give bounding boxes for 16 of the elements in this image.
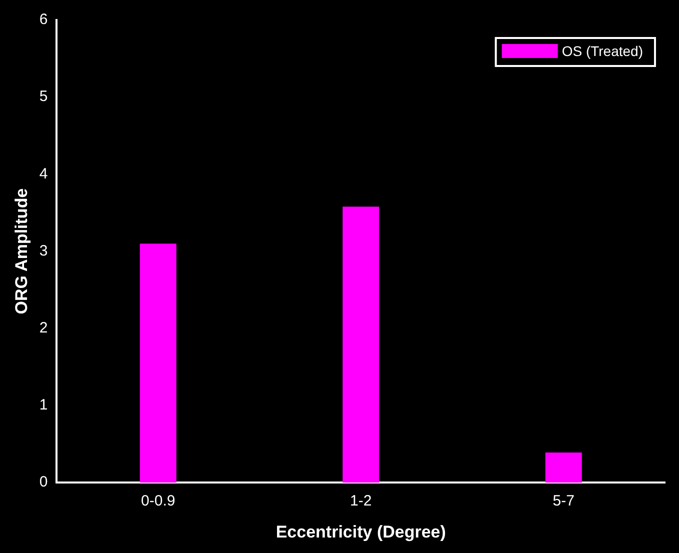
bar	[342, 206, 380, 483]
x-axis-title: Eccentricity (Degree)	[276, 522, 446, 542]
y-tick-label: 0	[39, 474, 48, 491]
y-tick-label: 4	[39, 165, 48, 182]
legend-label: OS (Treated)	[562, 42, 643, 59]
x-tick-label: 0-0.9	[141, 492, 176, 510]
bar	[545, 452, 582, 483]
y-tick-label: 1	[39, 396, 48, 414]
y-tick-label: 2	[39, 320, 48, 337]
x-tick-label: 5-7	[552, 492, 574, 510]
y-axis-title: ORG Amplitude	[12, 188, 31, 314]
x-tick-label: 1-2	[350, 492, 372, 510]
y-tick-label: 5	[39, 88, 48, 106]
bar	[140, 244, 176, 483]
y-tick-label: 6	[39, 11, 48, 28]
y-tick-label: 3	[39, 242, 48, 260]
